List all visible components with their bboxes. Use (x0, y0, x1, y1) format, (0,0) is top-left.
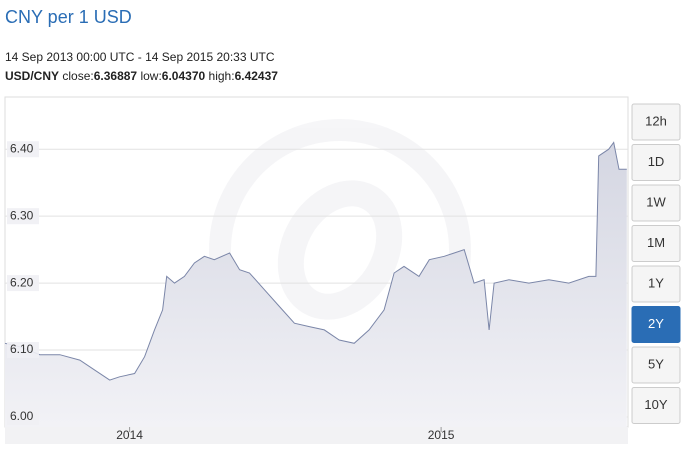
range-button-label[interactable]: 1W (646, 194, 666, 209)
y-tick-label-bg (7, 408, 39, 425)
y-tick-label-bg (7, 208, 39, 225)
stat-label: close: (62, 69, 93, 83)
chart-title: CNY per 1 USD (5, 7, 132, 27)
range-button[interactable] (631, 265, 681, 303)
range-button[interactable] (631, 225, 681, 262)
y-tick-label: 6.20 (10, 275, 34, 289)
y-tick-label: 6.30 (10, 208, 34, 222)
range-button[interactable] (631, 387, 681, 424)
y-tick-label: 6.00 (10, 409, 34, 423)
range-button-label[interactable]: 5Y (648, 356, 664, 371)
stat-value: 6.36887 (94, 69, 138, 83)
range-button[interactable] (631, 144, 681, 181)
range-button-label[interactable]: 10Y (644, 397, 667, 412)
stat-value: 6.42437 (235, 69, 279, 83)
chart-subtitle: 14 Sep 2013 00:00 UTC - 14 Sep 2015 20:3… (5, 50, 275, 64)
x-axis-band (5, 427, 628, 444)
stat-label: low: (140, 69, 161, 83)
range-button-label[interactable]: 1M (647, 235, 665, 250)
range-button-label[interactable]: 1Y (648, 275, 664, 290)
stats-pair: USD/CNY (5, 69, 59, 83)
range-button[interactable] (631, 184, 681, 222)
x-tick-label: 2014 (116, 428, 143, 442)
range-button[interactable] (631, 306, 681, 343)
y-tick-label: 6.10 (10, 342, 34, 356)
stat-value: 6.04370 (162, 69, 206, 83)
y-tick-label-bg (7, 141, 39, 158)
area (5, 142, 627, 427)
range-button[interactable] (631, 346, 681, 384)
stat-label: high: (209, 69, 235, 83)
line (4, 141, 627, 381)
stats-line: USD/CNY close:6.36887 low:6.04370 high:6… (5, 69, 278, 83)
range-button-label[interactable]: 12h (645, 113, 667, 128)
range-button[interactable] (631, 103, 681, 141)
x-tick-label: 2015 (428, 428, 455, 442)
range-button-label[interactable]: 2Y (648, 316, 664, 331)
y-tick-label-bg (7, 342, 39, 359)
y-tick-label: 6.40 (10, 141, 34, 155)
y-tick-label-bg (7, 275, 39, 292)
range-button-label[interactable]: 1D (648, 154, 665, 169)
